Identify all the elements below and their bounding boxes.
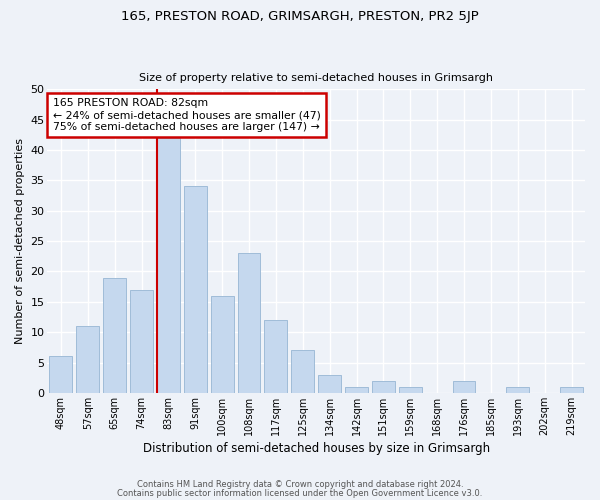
Y-axis label: Number of semi-detached properties: Number of semi-detached properties bbox=[15, 138, 25, 344]
Bar bbox=[103, 278, 126, 393]
Bar bbox=[292, 350, 314, 393]
Bar bbox=[452, 381, 475, 393]
Bar bbox=[49, 356, 73, 393]
Bar bbox=[372, 381, 395, 393]
X-axis label: Distribution of semi-detached houses by size in Grimsargh: Distribution of semi-detached houses by … bbox=[143, 442, 490, 455]
Bar bbox=[318, 374, 341, 393]
Bar bbox=[157, 138, 180, 393]
Bar bbox=[560, 387, 583, 393]
Bar bbox=[399, 387, 422, 393]
Bar bbox=[345, 387, 368, 393]
Title: Size of property relative to semi-detached houses in Grimsargh: Size of property relative to semi-detach… bbox=[139, 73, 493, 83]
Bar bbox=[130, 290, 153, 393]
Text: 165, PRESTON ROAD, GRIMSARGH, PRESTON, PR2 5JP: 165, PRESTON ROAD, GRIMSARGH, PRESTON, P… bbox=[121, 10, 479, 23]
Bar bbox=[506, 387, 529, 393]
Text: Contains public sector information licensed under the Open Government Licence v3: Contains public sector information licen… bbox=[118, 489, 482, 498]
Bar bbox=[76, 326, 99, 393]
Text: 165 PRESTON ROAD: 82sqm
← 24% of semi-detached houses are smaller (47)
75% of se: 165 PRESTON ROAD: 82sqm ← 24% of semi-de… bbox=[53, 98, 321, 132]
Bar bbox=[265, 320, 287, 393]
Bar bbox=[211, 296, 233, 393]
Text: Contains HM Land Registry data © Crown copyright and database right 2024.: Contains HM Land Registry data © Crown c… bbox=[137, 480, 463, 489]
Bar bbox=[184, 186, 207, 393]
Bar bbox=[238, 254, 260, 393]
